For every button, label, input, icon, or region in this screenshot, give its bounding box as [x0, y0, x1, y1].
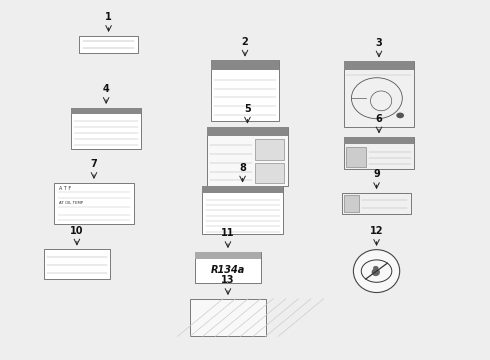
- Text: 10: 10: [70, 226, 84, 236]
- Text: A T F: A T F: [59, 186, 71, 191]
- Text: R134a: R134a: [211, 265, 245, 275]
- Bar: [202, 186, 283, 193]
- Text: 12: 12: [370, 226, 383, 236]
- Bar: [211, 60, 279, 70]
- Bar: [343, 137, 415, 144]
- Text: 6: 6: [376, 113, 382, 123]
- Ellipse shape: [371, 268, 380, 276]
- Text: 2: 2: [242, 37, 248, 47]
- Text: 13: 13: [221, 275, 235, 285]
- Bar: [344, 195, 359, 212]
- Bar: [343, 137, 415, 169]
- Text: AT OIL TEMP: AT OIL TEMP: [59, 201, 83, 205]
- Text: 3: 3: [376, 38, 382, 48]
- Text: 11: 11: [221, 228, 235, 238]
- Bar: [207, 127, 288, 136]
- Bar: [44, 249, 110, 279]
- Bar: [202, 186, 283, 234]
- Bar: [190, 299, 266, 336]
- Bar: [255, 139, 284, 160]
- Text: 1: 1: [105, 12, 112, 22]
- Bar: [195, 252, 261, 259]
- Text: 8: 8: [239, 163, 246, 173]
- Bar: [211, 60, 279, 121]
- Ellipse shape: [353, 249, 400, 293]
- Bar: [71, 108, 142, 149]
- Text: 7: 7: [91, 159, 98, 169]
- Bar: [343, 61, 415, 127]
- Text: 9: 9: [373, 169, 380, 179]
- Text: 4: 4: [103, 84, 110, 94]
- Circle shape: [396, 113, 404, 118]
- Bar: [71, 108, 142, 114]
- Bar: [54, 183, 134, 224]
- Bar: [79, 36, 138, 53]
- Bar: [343, 193, 411, 213]
- Bar: [207, 127, 288, 186]
- Text: 5: 5: [244, 104, 251, 114]
- Bar: [346, 147, 366, 167]
- Bar: [255, 163, 284, 183]
- Circle shape: [373, 266, 379, 270]
- Bar: [195, 252, 261, 283]
- Bar: [343, 61, 415, 71]
